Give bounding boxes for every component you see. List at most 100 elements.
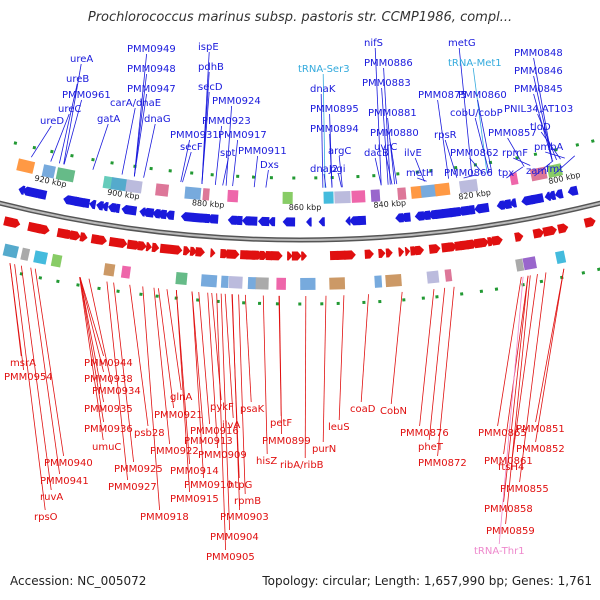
marker-bottom-block — [539, 279, 544, 284]
leader-line — [390, 291, 403, 405]
cds-forward-arrow — [318, 217, 325, 227]
cog-block-forward-block — [410, 185, 422, 199]
marker-bottom-block — [97, 286, 101, 291]
top-gene-label: gatA — [97, 114, 120, 125]
cds-forward — [544, 191, 552, 201]
cog-block-reverse — [426, 270, 440, 284]
leader-line — [191, 291, 204, 479]
cds-reverse — [414, 245, 425, 256]
marker-top — [210, 173, 214, 177]
cds-reverse-arrow — [378, 248, 386, 259]
cds-forward-arrow — [450, 206, 461, 217]
marker-top — [190, 171, 194, 175]
leader-line — [519, 272, 547, 483]
top-gene-label: PMM0857 — [488, 128, 537, 139]
cds-forward — [534, 193, 545, 203]
tick-label: 860 kbp — [289, 203, 322, 212]
cds-reverse-arrow — [195, 247, 205, 257]
leader-line — [414, 157, 425, 182]
label-leader-lines — [9, 47, 576, 551]
leader-line — [545, 151, 565, 159]
marker-top — [32, 145, 37, 150]
leader-line — [437, 99, 450, 179]
marker-top-block — [533, 152, 538, 157]
marker-bottom — [435, 295, 439, 299]
top-gene-label: pmbA — [534, 142, 563, 153]
cog-block-reverse-block — [220, 275, 229, 288]
leader-line — [383, 67, 391, 185]
cds-forward-arrow — [101, 202, 109, 212]
marker-bottom — [581, 271, 586, 275]
cds-forward-arrow — [421, 210, 431, 221]
cog-block-reverse — [2, 243, 19, 259]
marker-bottom-block — [435, 295, 439, 299]
marker-top — [168, 169, 172, 173]
marker-bottom-block — [460, 292, 464, 296]
top-gene-label: rpsR — [434, 130, 457, 141]
leader-line — [329, 133, 333, 188]
leader-line — [153, 287, 170, 445]
cds-forward-arrow — [180, 212, 194, 222]
marker-top — [314, 176, 318, 180]
bottom-gene-label: PMM0918 — [140, 512, 189, 523]
bottom-gene-label: ruvA — [40, 492, 63, 503]
leader-line — [88, 278, 112, 385]
cog-block-reverse — [522, 256, 537, 271]
marker-bottom-block — [402, 298, 406, 302]
marker-bottom-block — [56, 279, 60, 284]
cds-reverse — [542, 225, 557, 237]
marker-bottom — [116, 289, 120, 293]
top-gene-label: PMM0895 — [310, 104, 359, 115]
marker-top-block — [168, 169, 172, 173]
cog-block-forward-block — [546, 163, 564, 178]
cog-block-forward-block — [55, 167, 76, 183]
marker-top-block — [70, 153, 74, 158]
marker-bottom-block — [421, 296, 425, 300]
leader-line — [220, 293, 230, 531]
marker-top-block — [372, 174, 376, 178]
bottom-gene-label: PMM0903 — [220, 512, 269, 523]
cds-reverse-arrow — [226, 249, 240, 259]
cds-reverse — [404, 247, 411, 257]
leader-line — [121, 107, 136, 175]
marker-bottom — [362, 300, 366, 305]
cds-reverse-arrow — [36, 223, 50, 235]
marker-top-block — [415, 170, 419, 174]
bottom-gene-label: ftsH4 — [498, 462, 524, 473]
leader-line — [9, 263, 24, 371]
marker-bottom-block — [76, 283, 80, 287]
cds-reverse — [126, 239, 141, 250]
cog-block-reverse — [444, 269, 453, 282]
top-gene-label: rpmF — [502, 148, 528, 159]
top-gene-label: PMM0961 — [62, 90, 111, 101]
marker-bottom-block — [298, 302, 302, 306]
cds-reverse — [145, 242, 152, 252]
marker-bottom-block — [139, 292, 143, 296]
cds-forward — [548, 190, 557, 201]
bottom-gene-label: PMM0914 — [170, 466, 219, 477]
leader-line — [224, 293, 234, 419]
bottom-gene-label: PMM0921 — [154, 410, 203, 421]
cds-reverse-arrow — [96, 235, 107, 245]
cds-reverse-arrow — [137, 241, 147, 251]
cog-block-forward-block — [125, 179, 143, 194]
cds-reverse-arrow — [514, 232, 524, 242]
cog-block-reverse-block — [276, 277, 287, 290]
leader-line — [458, 47, 473, 176]
top-gene-label: PMM0846 — [514, 66, 563, 77]
marker-bottom — [378, 299, 382, 304]
cog-block-forward — [420, 184, 439, 198]
cds-forward — [124, 205, 138, 216]
top-gene-label: argC — [328, 146, 351, 157]
marker-bottom — [257, 301, 262, 305]
cds-reverse — [151, 242, 160, 253]
leader-line — [63, 63, 82, 165]
cog-block-forward — [410, 185, 422, 199]
top-gene-label: metG — [448, 38, 476, 49]
cds-forward-arrow — [496, 200, 506, 210]
leader-line — [469, 157, 484, 175]
leader-line — [231, 294, 240, 511]
cds-reverse — [344, 250, 356, 260]
leader-line — [34, 268, 64, 457]
